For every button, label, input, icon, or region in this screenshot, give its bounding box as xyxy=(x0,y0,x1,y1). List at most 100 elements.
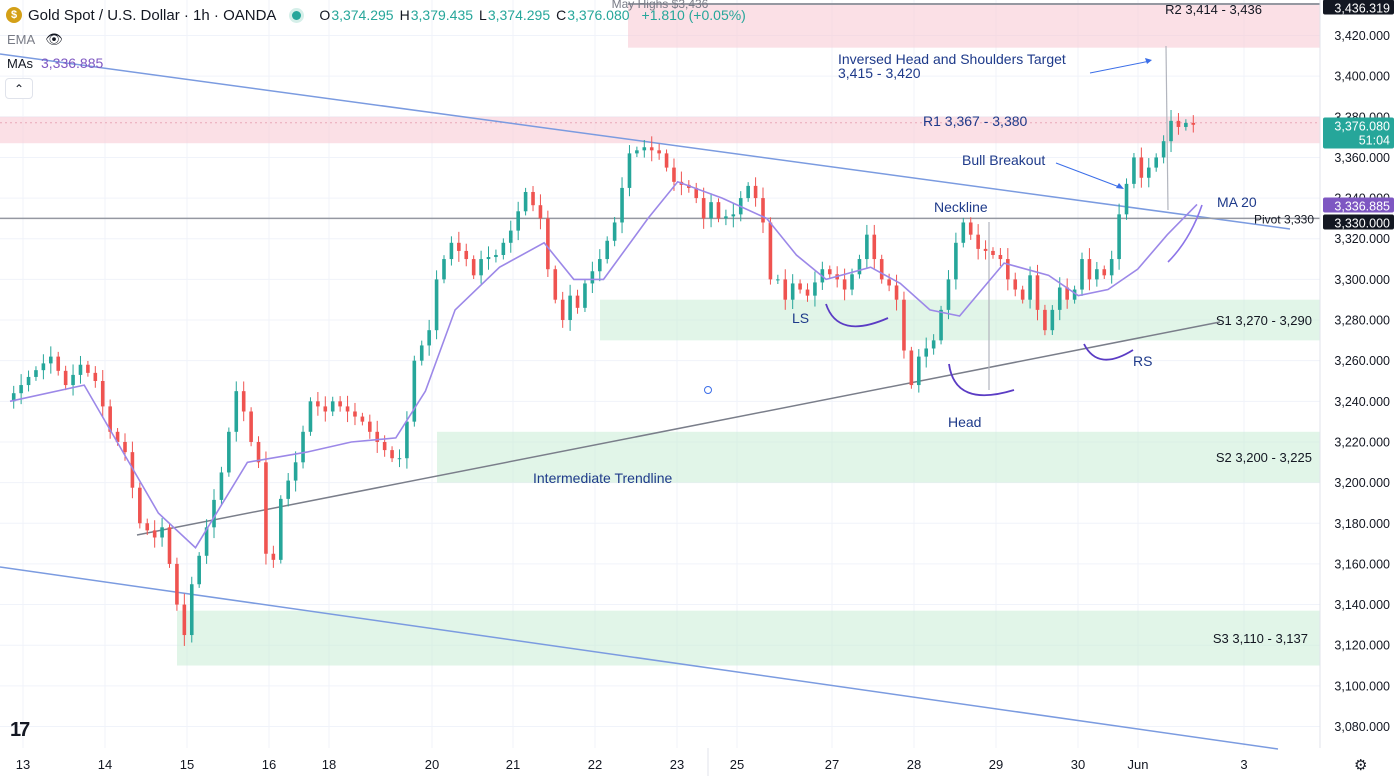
candle-body xyxy=(575,295,580,308)
price-tick-label: 3,360.000 xyxy=(1334,151,1390,165)
price-tick-label: 3,260.000 xyxy=(1334,354,1390,368)
candle-body xyxy=(508,230,513,243)
intermediate-trendline xyxy=(136,321,1221,536)
time-tick-label: 16 xyxy=(262,757,276,772)
eye-off-icon[interactable]: 👁︎ xyxy=(45,31,63,47)
candle-body xyxy=(182,604,187,636)
price-tick-label: 3,220.000 xyxy=(1334,435,1390,449)
candle-body xyxy=(375,431,380,442)
target-label: Inversed Head and Shoulders Target xyxy=(838,51,1066,67)
channel-lower-line xyxy=(0,566,1279,750)
candle-body xyxy=(649,147,654,151)
candle-body xyxy=(731,214,736,217)
time-tick-label: 27 xyxy=(825,757,839,772)
candle-body xyxy=(301,431,305,463)
ls-arc xyxy=(825,303,889,328)
candle-body xyxy=(983,248,988,251)
breakout-arrowhead xyxy=(1116,183,1124,189)
candle-body xyxy=(768,222,773,280)
candle-body xyxy=(405,421,409,459)
candle-body xyxy=(998,254,1003,260)
top-tag xyxy=(1323,0,1394,15)
candle-body xyxy=(716,202,721,219)
candle-body xyxy=(976,234,980,249)
zone-label-s4: S3 3,110 - 3,137 xyxy=(1213,631,1308,646)
mas-indicator[interactable]: MAs 3,336.885 xyxy=(7,55,103,71)
candle-body xyxy=(152,530,157,538)
market-status-icon[interactable] xyxy=(292,10,302,20)
zone-label-r1: R1 3,367 - 3,380 xyxy=(923,113,1028,129)
candle-body xyxy=(115,431,120,442)
zone-label-s2: S1 3,270 - 3,290 xyxy=(1216,313,1312,328)
candle-body xyxy=(368,421,372,432)
target-arrowhead xyxy=(1145,58,1152,64)
candle-body xyxy=(1020,289,1025,300)
symbol-title[interactable]: Gold Spot / U.S. Dollar · 1h · OANDA xyxy=(28,6,277,24)
candle-body xyxy=(249,411,253,442)
neckline-label: Neckline xyxy=(934,199,988,215)
candle-body xyxy=(1146,167,1151,178)
gear-icon[interactable]: ⚙ xyxy=(1354,757,1368,774)
candle-body xyxy=(390,450,394,459)
candle-body xyxy=(850,274,854,290)
candle-body xyxy=(553,269,558,300)
candle-body xyxy=(360,416,365,422)
candle-body xyxy=(560,299,565,321)
ma-tag xyxy=(1323,197,1394,213)
zone-label-r2: R2 3,414 - 3,436 xyxy=(1165,2,1262,17)
candle-body xyxy=(442,259,446,280)
candle-body xyxy=(568,295,572,321)
zone-5 xyxy=(177,610,1320,666)
candle-body xyxy=(1006,259,1010,280)
zone-1 xyxy=(628,2,1320,48)
high-label: H xyxy=(399,7,410,23)
low-value: 3,374.295 xyxy=(487,7,551,23)
ema-indicator[interactable]: EMA 👁︎ xyxy=(7,31,63,48)
candle-body xyxy=(338,401,342,407)
candle-body xyxy=(264,462,268,554)
time-tick-label: 30 xyxy=(1071,757,1085,772)
candle-body xyxy=(746,185,750,199)
time-tick-label: 3 xyxy=(1240,757,1247,772)
trendline-label: Intermediate Trendline xyxy=(533,470,673,486)
candle-body xyxy=(627,153,632,188)
candle-body xyxy=(1161,141,1166,158)
candle-body xyxy=(323,406,328,412)
candle-body xyxy=(931,340,936,349)
candle-body xyxy=(212,499,216,528)
breakout-arrow xyxy=(1055,162,1123,189)
candle-body xyxy=(776,279,780,281)
time-tick-label: 20 xyxy=(425,757,439,772)
candle-body xyxy=(471,259,476,276)
candle-body xyxy=(145,523,150,531)
tradingview-logo-icon[interactable]: 17 xyxy=(10,719,30,741)
close-label: C xyxy=(556,7,567,23)
price-tick-label: 3,200.000 xyxy=(1334,476,1390,490)
candle-body xyxy=(427,330,431,346)
candle-body xyxy=(397,458,402,460)
candle-body xyxy=(694,187,699,199)
candle-body xyxy=(583,283,587,308)
candle-body xyxy=(916,356,921,386)
zone-label-s3: S2 3,200 - 3,225 xyxy=(1216,450,1312,465)
candle-body xyxy=(857,259,862,275)
candle-body xyxy=(813,282,817,296)
candle-body xyxy=(286,480,291,499)
time-tick-label: Jun xyxy=(1128,757,1149,772)
candle-body xyxy=(78,364,83,375)
target-arrow xyxy=(1089,60,1151,74)
candle-body xyxy=(71,374,75,386)
time-tick-label: 15 xyxy=(180,757,194,772)
candle-body xyxy=(278,498,283,560)
candle-body xyxy=(175,563,179,605)
candle-body xyxy=(1184,122,1188,127)
chevron-up-icon[interactable]: ⌃ xyxy=(5,78,33,99)
candle-body xyxy=(1065,287,1069,300)
ma20-line xyxy=(9,180,1198,549)
candle-body xyxy=(130,452,135,488)
price-tick-label: 3,080.000 xyxy=(1334,720,1390,734)
channel-upper-line xyxy=(0,53,1291,230)
price-tick-label: 3,140.000 xyxy=(1334,598,1390,612)
candle-body xyxy=(256,441,261,463)
